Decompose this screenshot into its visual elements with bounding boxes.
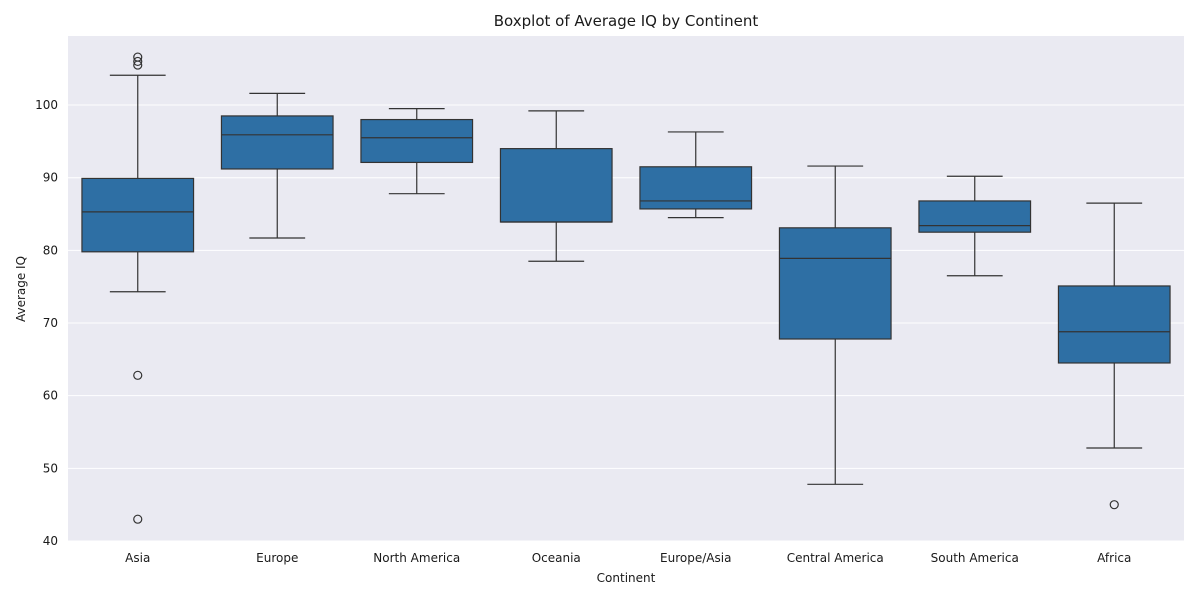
y-tick-label: 50 bbox=[43, 461, 58, 475]
iqr-box bbox=[778, 227, 892, 340]
x-tick-label: South America bbox=[931, 551, 1019, 565]
box-group bbox=[918, 175, 1032, 277]
outlier-point bbox=[1109, 500, 1119, 510]
iqr-box bbox=[918, 200, 1032, 233]
x-tick-label: Central America bbox=[787, 551, 884, 565]
outlier-point bbox=[133, 370, 143, 380]
y-axis-label: Average IQ bbox=[14, 256, 28, 322]
plot-area bbox=[68, 36, 1184, 541]
x-tick-label: North America bbox=[373, 551, 460, 565]
x-tick-label: Asia bbox=[125, 551, 150, 565]
y-tick-label: 70 bbox=[43, 316, 58, 330]
x-tick-label: Europe bbox=[256, 551, 298, 565]
iqr-box bbox=[360, 118, 474, 164]
box-group bbox=[360, 108, 474, 195]
x-tick-label: Africa bbox=[1097, 551, 1131, 565]
outlier-point bbox=[133, 60, 143, 70]
box-group bbox=[1057, 202, 1171, 510]
x-axis-label: Continent bbox=[597, 571, 656, 585]
x-tick-label: Oceania bbox=[532, 551, 581, 565]
gridlines bbox=[68, 104, 1184, 542]
chart-title: Boxplot of Average IQ by Continent bbox=[494, 12, 759, 30]
outlier-point bbox=[133, 56, 143, 67]
iqr-box bbox=[81, 177, 195, 253]
box-group bbox=[778, 165, 892, 485]
box-group bbox=[81, 52, 195, 524]
x-tick-labels: Asia Europe North America Oceania Europe/Asi… bbox=[125, 551, 1131, 565]
iqr-box bbox=[639, 166, 753, 210]
y-tick-label: 90 bbox=[43, 171, 58, 185]
iqr-box bbox=[220, 115, 334, 170]
y-tick-label: 40 bbox=[43, 534, 58, 548]
iqr-box bbox=[1057, 285, 1171, 364]
x-tick-label: Europe/Asia bbox=[660, 551, 731, 565]
y-tick-label: 100 bbox=[35, 98, 58, 112]
box-group bbox=[220, 92, 334, 239]
y-tick-label: 60 bbox=[43, 389, 58, 403]
boxes bbox=[81, 52, 1171, 524]
outlier-point bbox=[133, 514, 143, 524]
box-group bbox=[499, 110, 613, 262]
box-group bbox=[639, 131, 753, 219]
y-tick-labels: 40 50 60 70 80 90 100 bbox=[35, 98, 58, 548]
y-tick-label: 80 bbox=[43, 243, 58, 257]
iqr-box bbox=[499, 148, 613, 223]
